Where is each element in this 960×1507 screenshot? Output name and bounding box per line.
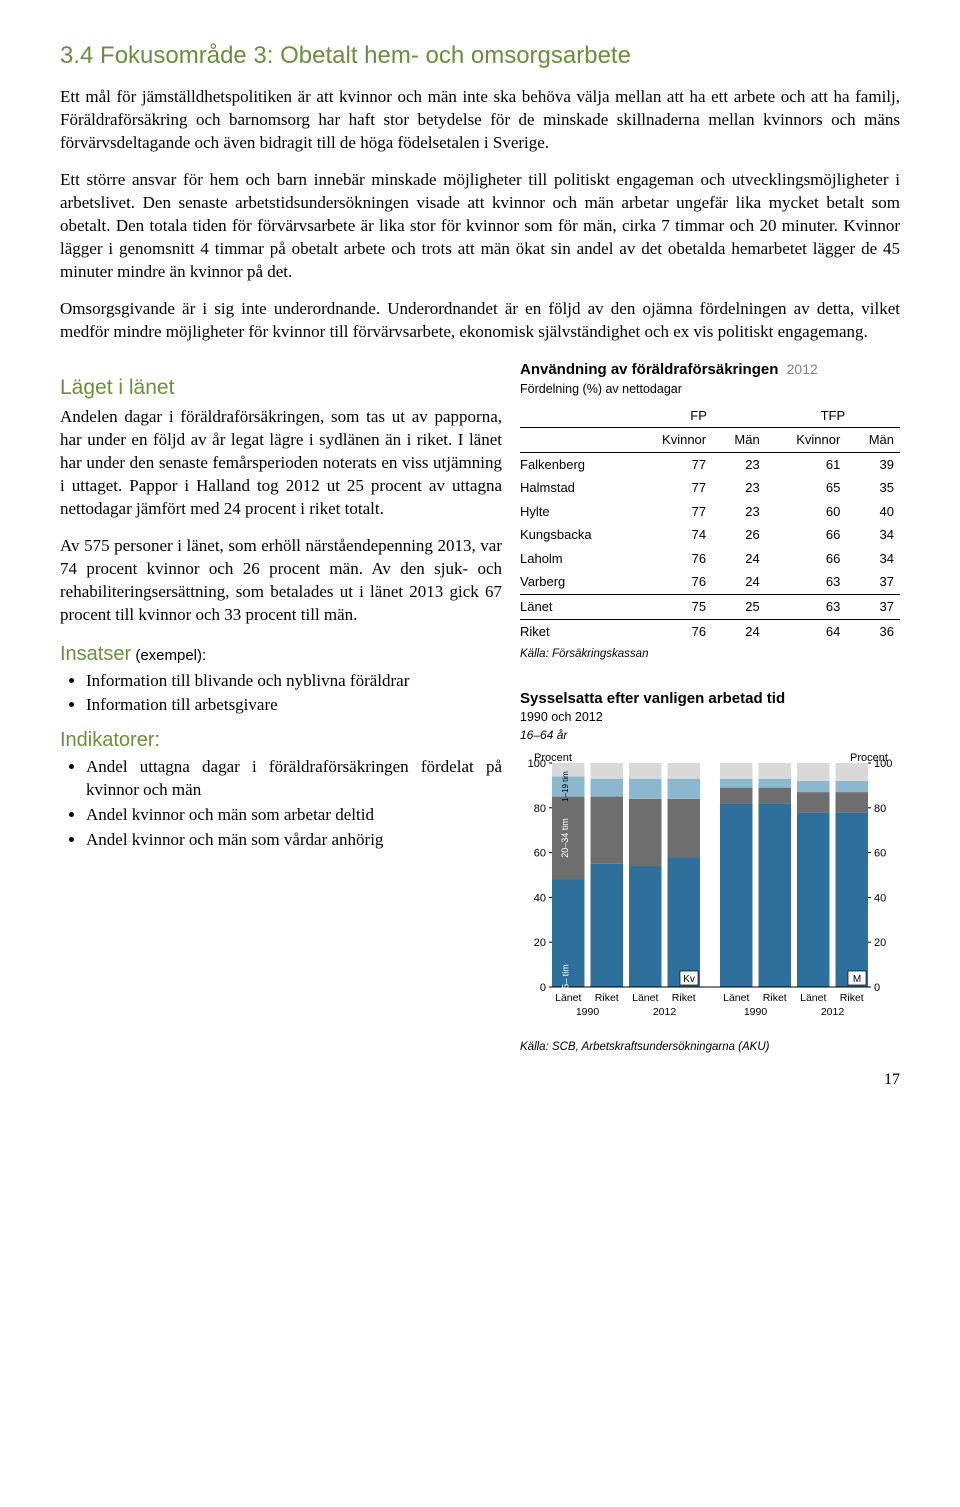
svg-text:M: M [853,974,861,985]
svg-text:Länet: Länet [800,992,826,1004]
insatser-list: Information till blivande och nyblivna f… [60,670,502,718]
svg-text:1–19 tim: 1–19 tim [561,771,570,802]
table-row: Falkenberg77236139 [520,452,900,476]
intro-para-3: Omsorgsgivande är i sig inte underordnan… [60,298,900,344]
table-row: Riket76246436 [520,619,900,643]
chart-age: 16–64 år [520,727,900,743]
intro-para-1: Ett mål för jämställdhetspolitiken är at… [60,86,900,155]
svg-text:1990: 1990 [744,1006,768,1018]
svg-text:2012: 2012 [821,1006,845,1018]
svg-text:20: 20 [534,937,546,949]
insatser-heading: Insatser (exempel): [60,641,502,668]
chart-subtitle: 1990 och 2012 [520,709,900,726]
table-row: Halmstad77236535 [520,476,900,500]
svg-text:35– tim: 35– tim [560,964,570,994]
table-row: Varberg76246337 [520,570,900,594]
table-col: Kvinnor [632,428,713,453]
table-row: Laholm76246634 [520,547,900,571]
indikatorer-list: Andel uttagna dagar i föräldraförsäkring… [60,756,502,852]
table-group-tfp: TFP [766,404,900,428]
table-row: Länet75256337 [520,594,900,619]
stacked-bar-chart: 002020404060608080100100ProcentProcentLä… [520,749,900,1029]
list-item: Information till arbetsgivare [86,694,502,717]
insatser-suffix: (exempel): [131,647,206,664]
svg-text:Riket: Riket [672,992,696,1004]
svg-text:Procent: Procent [850,752,888,764]
list-item: Andel kvinnor och män som arbetar deltid [86,804,502,827]
svg-text:60: 60 [534,847,546,859]
table-group-fp: FP [632,404,766,428]
table-col: Män [846,428,900,453]
chart-title: Sysselsatta efter vanligen arbetad tid [520,689,900,709]
svg-text:0: 0 [540,982,546,994]
svg-text:20–34 tim: 20–34 tim [560,818,570,858]
section-heading: 3.4 Fokusområde 3: Obetalt hem- och omso… [60,40,900,72]
svg-text:80: 80 [534,803,546,815]
insurance-table: FP TFP Kvinnor Män Kvinnor Män Falkenber… [520,404,900,643]
list-item: Andel uttagna dagar i föräldraförsäkring… [86,756,502,802]
table-year: 2012 [787,361,818,377]
svg-text:Kv: Kv [683,974,695,985]
svg-text:0: 0 [874,982,880,994]
svg-text:Länet: Länet [723,992,749,1004]
table-col: Män [712,428,766,453]
chart-source: Källa: SCB, Arbetskraftsundersökningarna… [520,1040,900,1056]
svg-text:60: 60 [874,847,886,859]
svg-text:2012: 2012 [653,1006,677,1018]
indikatorer-heading: Indikatorer: [60,727,502,754]
svg-text:40: 40 [534,892,546,904]
page-number: 17 [60,1069,900,1091]
table-col: Kvinnor [766,428,847,453]
svg-text:Riket: Riket [840,992,864,1004]
svg-text:Länet: Länet [632,992,658,1004]
svg-text:Procent: Procent [534,752,572,764]
table-title-row: Användning av föräldraförsäkringen 2012 [520,358,900,381]
svg-text:Riket: Riket [595,992,619,1004]
lanet-para-1: Andelen dagar i föräldraförsäkringen, so… [60,406,502,521]
svg-text:Riket: Riket [763,992,787,1004]
lanet-heading: Läget i länet [60,374,502,402]
insatser-label: Insatser [60,643,131,665]
svg-text:20: 20 [874,937,886,949]
table-title: Användning av föräldraförsäkringen [520,361,778,378]
table-row: Hylte77236040 [520,500,900,524]
list-item: Information till blivande och nyblivna f… [86,670,502,693]
lanet-para-2: Av 575 personer i länet, som erhöll närs… [60,535,502,627]
svg-text:80: 80 [874,803,886,815]
list-item: Andel kvinnor och män som vårdar anhörig [86,829,502,852]
intro-para-2: Ett större ansvar för hem och barn inneb… [60,169,900,284]
svg-text:1990: 1990 [576,1006,600,1018]
table-source: Källa: Försäkringskassan [520,647,900,663]
svg-text:40: 40 [874,892,886,904]
table-row: Kungsbacka74266634 [520,523,900,547]
table-subtitle: Fördelning (%) av nettodagar [520,381,900,398]
